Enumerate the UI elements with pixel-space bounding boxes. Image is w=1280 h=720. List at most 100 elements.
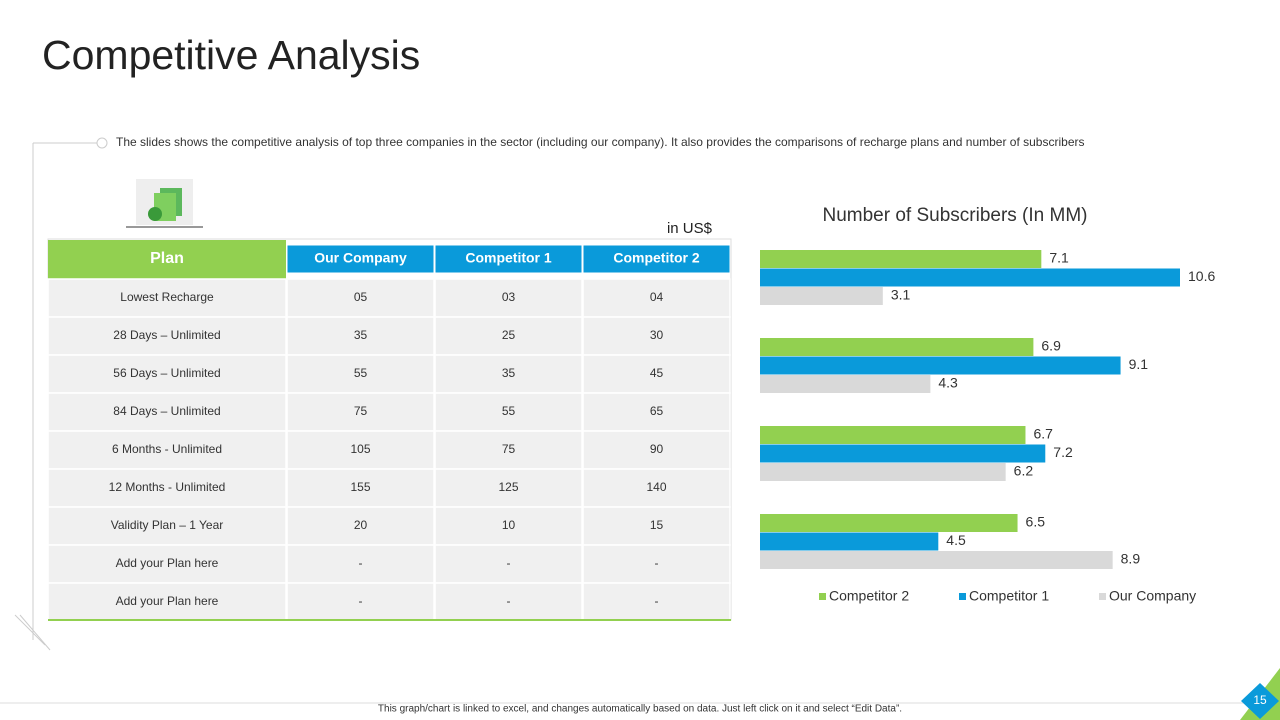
cell-text: 55	[502, 404, 516, 418]
cell-text: -	[655, 556, 659, 570]
cell-text: Validity Plan – 1 Year	[111, 518, 224, 532]
bar	[760, 463, 1006, 481]
bar	[760, 514, 1018, 532]
table-cell	[582, 278, 731, 318]
data-label: 6.2	[1014, 463, 1034, 479]
table-cell	[582, 392, 731, 432]
cell-text: Lowest Recharge	[120, 290, 214, 304]
data-label: 10.6	[1188, 268, 1215, 284]
data-label: 3.1	[891, 287, 911, 303]
table-cell	[286, 468, 435, 508]
cell-text: 75	[354, 404, 368, 418]
cell-text: 12 Months - Unlimited	[109, 480, 226, 494]
header-label: Competitor 2	[613, 250, 700, 266]
cell-text: 25	[502, 328, 516, 342]
table-cell	[582, 468, 731, 508]
table-cell	[286, 392, 435, 432]
cell-text: 155	[350, 480, 370, 494]
cell-text: 30	[650, 328, 664, 342]
chart: 7.1 10.6 3.1 6.9 9.1 4.3 6.77.2 6.2 6.5 4.5 8.9 Com…	[760, 250, 1215, 604]
table-cell	[47, 430, 287, 470]
description: The slides shows the competitive analysi…	[116, 135, 1085, 149]
decor-line	[19, 614, 51, 651]
decor-dot	[96, 137, 108, 149]
table-cell	[434, 392, 583, 432]
bar	[760, 338, 1034, 356]
legend-swatch	[959, 593, 966, 600]
cell-text: 65	[650, 404, 664, 418]
table-cell	[434, 316, 583, 356]
cell-text: 35	[354, 328, 368, 342]
page-badge	[1241, 683, 1279, 719]
cell-text: 75	[502, 442, 516, 456]
legend-swatch	[1099, 593, 1106, 600]
cell-text: 45	[650, 366, 664, 380]
slide-title: Competitive Analysis	[42, 32, 420, 78]
table-cell	[434, 468, 583, 508]
plan-icon	[126, 179, 203, 228]
cell-text: 15	[650, 518, 664, 532]
data-label: 4.5	[946, 532, 966, 548]
footer-note: This graph/chart is linked to excel, and…	[378, 704, 902, 715]
data-label: 6.9	[1041, 338, 1061, 354]
header-cell	[582, 244, 731, 274]
bar	[760, 356, 1121, 375]
icon-coin	[148, 207, 162, 221]
currency-note: in US$	[667, 220, 713, 237]
data-label: 7.2	[1053, 444, 1073, 460]
cell-text: 03	[502, 290, 516, 304]
cell-text: 04	[650, 290, 664, 304]
bar	[760, 268, 1180, 287]
header-cell	[286, 244, 435, 274]
header-label: Our Company	[314, 250, 407, 266]
table-cell	[47, 278, 287, 318]
bar	[760, 444, 1046, 463]
decor-line	[14, 614, 46, 646]
table-cell	[47, 506, 287, 546]
cell-text: -	[359, 594, 363, 608]
bar	[760, 287, 883, 305]
cell-text: 55	[354, 366, 368, 380]
data-label: 6.7	[1033, 426, 1053, 442]
header-cell	[434, 244, 583, 274]
table-cell	[582, 316, 731, 356]
cell-text: 125	[498, 480, 518, 494]
header-cell	[48, 240, 286, 279]
bar	[760, 250, 1042, 268]
legend-swatch	[819, 593, 826, 600]
table-cell	[47, 468, 287, 508]
cell-text: 105	[350, 442, 370, 456]
cell-text: 28 Days – Unlimited	[113, 328, 220, 342]
table-cell	[286, 316, 435, 356]
cell-text: -	[507, 556, 511, 570]
table-cell	[47, 392, 287, 432]
table-cell	[47, 582, 287, 622]
data-label: 4.3	[938, 375, 958, 391]
chart-title: Number of Subscribers (In MM)	[822, 205, 1087, 226]
bar	[760, 426, 1026, 444]
cell-text: -	[655, 594, 659, 608]
cell-text: 6 Months - Unlimited	[112, 442, 222, 456]
header-label: Competitor 1	[465, 250, 552, 266]
cell-text: -	[359, 556, 363, 570]
bar	[760, 532, 939, 551]
table-cell	[434, 582, 583, 622]
cell-text: 90	[650, 442, 664, 456]
legend-label: Competitor 1	[969, 588, 1049, 604]
cell-text: 10	[502, 518, 516, 532]
plan-table: Plan Our Company Competitor 1 Competitor 2 L…	[47, 238, 732, 622]
cell-text: 56 Days – Unlimited	[113, 366, 220, 380]
page-number: 15	[1253, 693, 1267, 707]
cell-text: 20	[354, 518, 368, 532]
data-label: 6.5	[1026, 514, 1046, 530]
table-cell	[286, 582, 435, 622]
bar	[760, 551, 1113, 569]
table-cell	[47, 544, 287, 584]
legend-label: Competitor 2	[829, 588, 909, 604]
header-label: Plan	[150, 250, 184, 267]
table-cell	[286, 544, 435, 584]
table-cell	[434, 354, 583, 394]
cell-text: 140	[646, 480, 666, 494]
